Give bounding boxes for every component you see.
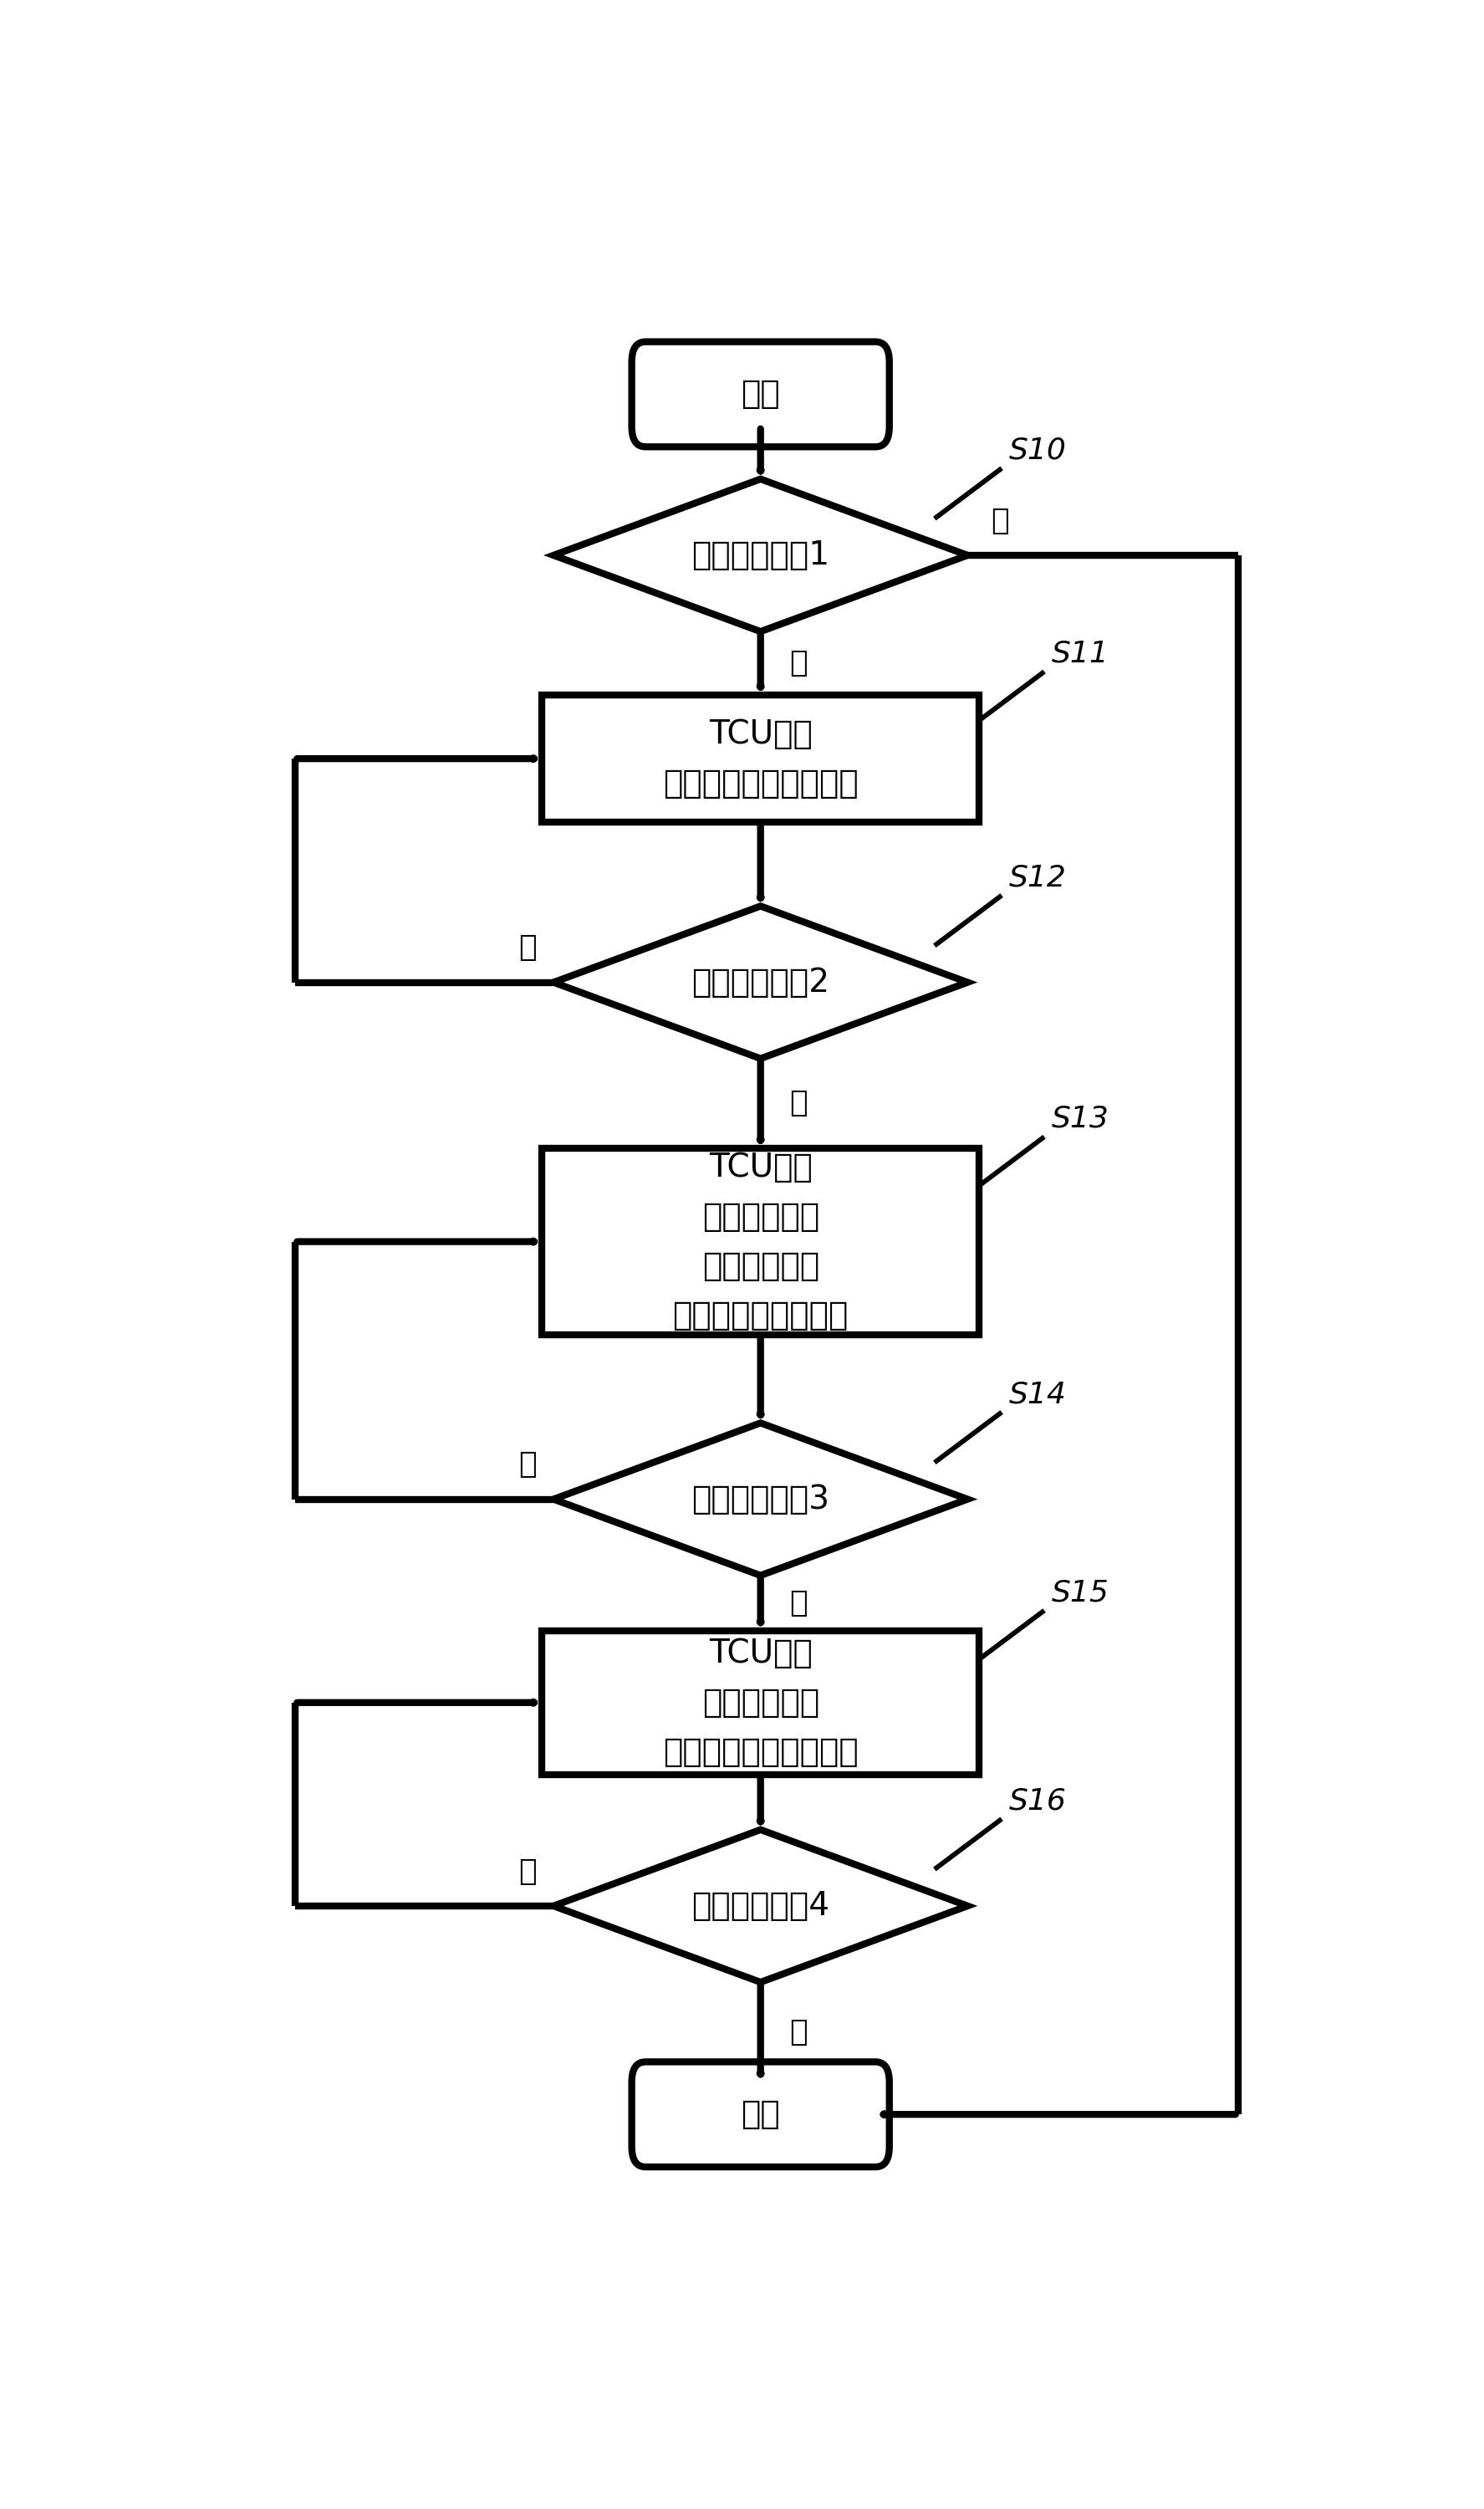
- Text: 是: 是: [789, 1089, 807, 1117]
- FancyBboxPatch shape: [632, 341, 889, 447]
- Text: S15: S15: [1052, 1578, 1109, 1606]
- FancyBboxPatch shape: [632, 2062, 889, 2168]
- Text: TCU发出
闭合离合器，
各动力源端升扭矩指令: TCU发出 闭合离合器， 各动力源端升扭矩指令: [663, 1638, 858, 1769]
- Text: 是: 是: [789, 650, 807, 677]
- Text: 是否满足条件1: 是否满足条件1: [692, 539, 830, 572]
- Text: 否: 否: [518, 1450, 536, 1478]
- Text: TCU发出
打开离合器，
挪动同步器，
各动力源端调速指令: TCU发出 打开离合器， 挪动同步器， 各动力源端调速指令: [672, 1152, 849, 1332]
- Text: S16: S16: [1009, 1786, 1067, 1817]
- Text: S12: S12: [1009, 863, 1067, 891]
- Polygon shape: [554, 1423, 968, 1576]
- Text: 结束: 结束: [741, 2098, 781, 2130]
- Text: S10: S10: [1009, 437, 1067, 464]
- Polygon shape: [554, 1829, 968, 1982]
- Text: S14: S14: [1009, 1380, 1067, 1408]
- Text: 是: 是: [789, 1588, 807, 1618]
- Bar: [542, 695, 979, 823]
- Polygon shape: [554, 906, 968, 1059]
- Bar: [542, 1149, 979, 1335]
- Text: 是否满足条件4: 是否满足条件4: [692, 1889, 830, 1922]
- Polygon shape: [554, 479, 968, 632]
- Text: 否: 否: [991, 507, 1009, 534]
- Text: 是否满足条件2: 是否满足条件2: [692, 966, 830, 999]
- Text: 否: 否: [518, 933, 536, 961]
- Text: S13: S13: [1052, 1104, 1109, 1134]
- Text: 否: 否: [518, 1857, 536, 1887]
- Text: 是: 是: [789, 2017, 807, 2047]
- Text: 开始: 开始: [741, 379, 781, 409]
- Text: TCU发出
各动力源端降扭矩指令: TCU发出 各动力源端降扭矩指令: [663, 718, 858, 800]
- Text: S11: S11: [1052, 640, 1109, 667]
- Text: 是否满足条件3: 是否满足条件3: [692, 1483, 830, 1515]
- Bar: [542, 1631, 979, 1774]
